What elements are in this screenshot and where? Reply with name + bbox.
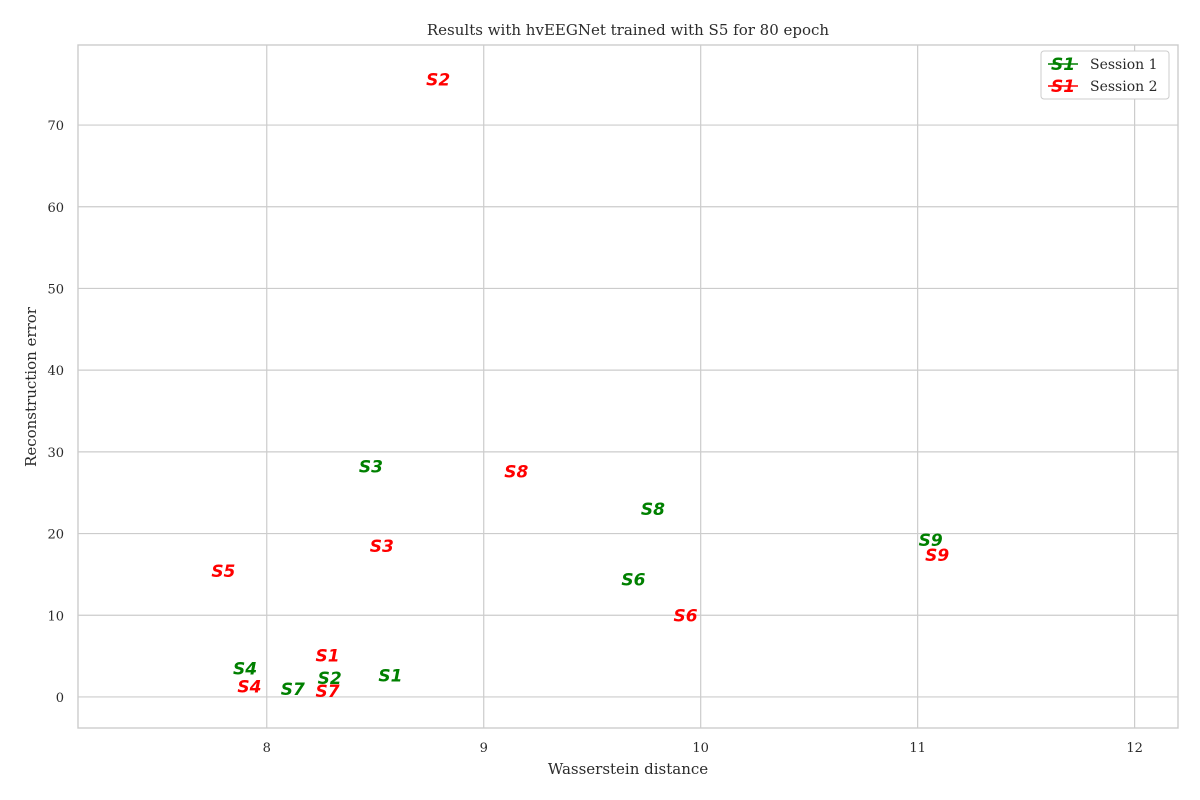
y-tick-label: 10 (47, 609, 64, 624)
y-tick-label: 0 (56, 691, 64, 706)
point-s1-s4: S4 (233, 659, 257, 679)
y-tick-label: 30 (47, 446, 64, 461)
y-axis-label: Reconstruction error (22, 306, 40, 467)
x-tick-label: 8 (263, 741, 271, 756)
axis-ticks: 8 9 10 11 12 0 10 20 30 40 50 60 70 (47, 119, 1142, 756)
x-tick-label: 9 (480, 741, 488, 756)
y-tick-label: 40 (47, 364, 64, 379)
point-s1-s6: S6 (621, 570, 645, 590)
y-tick-label: 60 (47, 201, 64, 216)
point-s1-s2: S2 (318, 669, 342, 689)
plot-frame (77, 44, 1179, 729)
chart-title: Results with hvEEGNet trained with S5 fo… (427, 21, 830, 39)
point-s1-s9: S9 (919, 531, 943, 551)
x-tick-label: 10 (692, 741, 709, 756)
point-s2-s1: S1 (315, 646, 339, 666)
legend-label-session-2: Session 2 (1090, 79, 1158, 95)
legend-marker-session-1: S1 (1051, 55, 1075, 75)
point-s1-s3: S3 (359, 458, 383, 478)
point-s2-s2: S2 (426, 70, 450, 90)
data-points: S1 S2 S3 S4 S6 S7 S8 S9 S1 S2 S3 S4 S5 S6 S7 S8 S9 (211, 70, 949, 702)
legend: S1 Session 1 S1 Session 2 (1040, 50, 1170, 100)
y-tick-label: 50 (47, 282, 64, 297)
y-tick-label: 20 (47, 528, 64, 543)
grid-lines (78, 45, 1178, 728)
y-tick-label: 70 (47, 119, 64, 134)
point-s2-s8: S8 (504, 462, 528, 482)
x-axis-label: Wasserstein distance (548, 760, 708, 778)
point-s1-s1: S1 (378, 667, 402, 687)
legend-box (1040, 50, 1170, 100)
point-s2-s9: S9 (925, 546, 949, 566)
point-s2-s3: S3 (370, 537, 394, 557)
point-s2-s7: S7 (315, 682, 339, 702)
legend-marker-session-2: S1 (1051, 77, 1075, 97)
x-tick-label: 12 (1126, 741, 1143, 756)
x-tick-label: 11 (909, 741, 926, 756)
point-s2-s6: S6 (673, 606, 697, 626)
point-s2-s5: S5 (211, 562, 235, 582)
point-s1-s7: S7 (281, 680, 305, 700)
point-s1-s8: S8 (641, 500, 665, 520)
point-s2-s4: S4 (237, 677, 261, 697)
legend-label-session-1: Session 1 (1090, 57, 1158, 73)
